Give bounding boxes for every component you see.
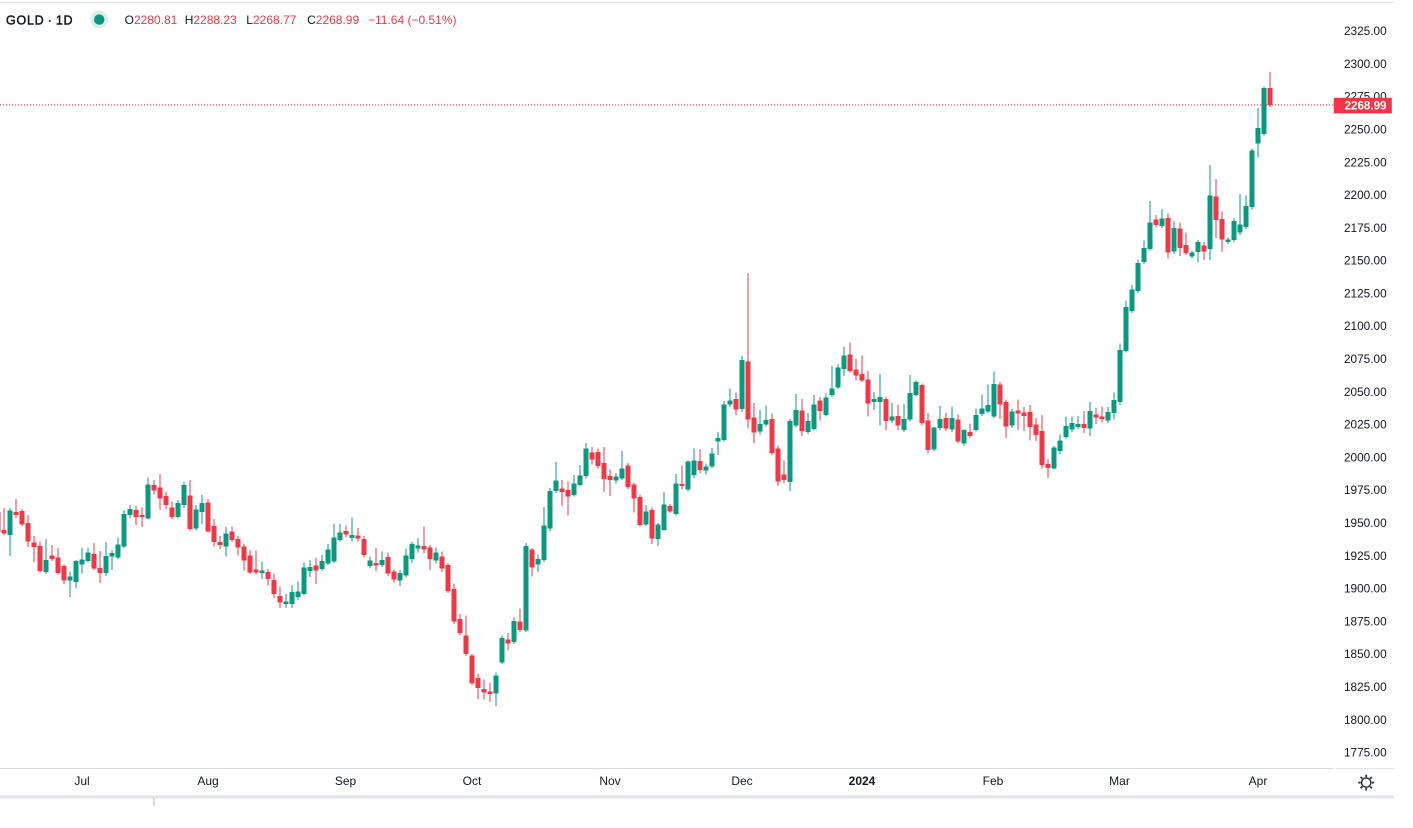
- svg-text:2250.00: 2250.00: [1344, 123, 1387, 137]
- svg-text:2125.00: 2125.00: [1344, 286, 1387, 300]
- svg-text:Aug: Aug: [197, 774, 218, 788]
- svg-text:2150.00: 2150.00: [1344, 254, 1387, 268]
- svg-text:Feb: Feb: [983, 774, 1004, 788]
- svg-text:Nov: Nov: [599, 774, 620, 788]
- svg-text:2175.00: 2175.00: [1344, 221, 1387, 235]
- svg-text:2024: 2024: [849, 774, 876, 788]
- svg-text:2268.99: 2268.99: [1345, 100, 1387, 113]
- svg-text:1800.00: 1800.00: [1344, 713, 1387, 727]
- svg-text:2225.00: 2225.00: [1344, 155, 1387, 169]
- svg-text:2300.00: 2300.00: [1344, 57, 1387, 71]
- svg-text:1950.00: 1950.00: [1344, 516, 1387, 530]
- svg-text:Mar: Mar: [1109, 774, 1130, 788]
- svg-text:1775.00: 1775.00: [1344, 746, 1387, 760]
- svg-text:2325.00: 2325.00: [1344, 24, 1387, 38]
- svg-text:2200.00: 2200.00: [1344, 188, 1387, 202]
- svg-text:Oct: Oct: [463, 774, 482, 788]
- svg-text:1875.00: 1875.00: [1344, 614, 1387, 628]
- svg-text:Dec: Dec: [731, 774, 752, 788]
- svg-text:Apr: Apr: [1249, 774, 1268, 788]
- svg-text:1900.00: 1900.00: [1344, 582, 1387, 596]
- svg-text:2050.00: 2050.00: [1344, 385, 1387, 399]
- svg-text:1925.00: 1925.00: [1344, 549, 1387, 563]
- svg-text:1825.00: 1825.00: [1344, 680, 1387, 694]
- svg-text:2025.00: 2025.00: [1344, 418, 1387, 432]
- svg-text:GOLD · 1D: GOLD · 1D: [6, 13, 73, 27]
- svg-text:1975.00: 1975.00: [1344, 483, 1387, 497]
- svg-text:1850.00: 1850.00: [1344, 647, 1387, 661]
- svg-text:Sep: Sep: [335, 774, 357, 788]
- svg-text:2100.00: 2100.00: [1344, 319, 1387, 333]
- svg-text:2075.00: 2075.00: [1344, 352, 1387, 366]
- svg-text:Jul: Jul: [74, 774, 89, 788]
- svg-text:2000.00: 2000.00: [1344, 450, 1387, 464]
